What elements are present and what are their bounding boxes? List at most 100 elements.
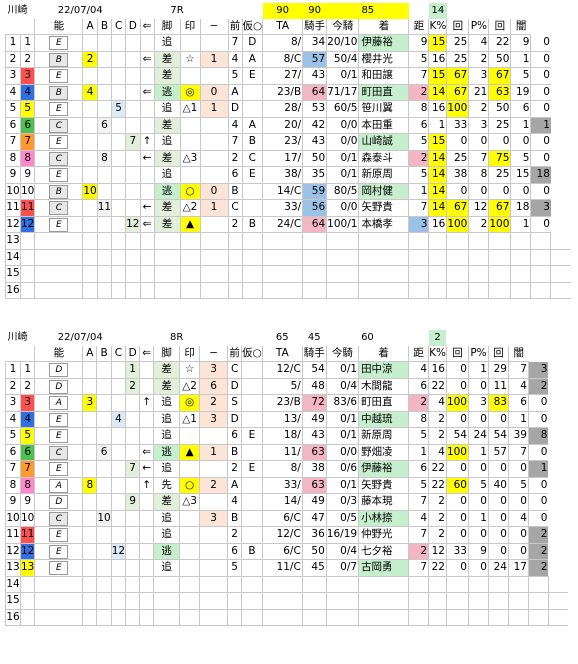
p-count: 15: [510, 166, 531, 184]
p-percent: 83: [487, 394, 509, 412]
rank-cell: E: [34, 526, 83, 544]
ta-value: 35: [302, 166, 327, 184]
col-d: 1: [125, 361, 140, 379]
column-header: B: [96, 345, 112, 362]
mae: E: [241, 166, 263, 184]
p-count: 0: [507, 543, 529, 560]
yami: 0: [527, 477, 549, 494]
jockey-stats: 0/1: [325, 361, 359, 379]
mae: [241, 199, 263, 217]
mark-number: [199, 216, 228, 233]
col-c: [110, 444, 126, 461]
ta-value: 50: [302, 150, 327, 167]
rank-badge: C: [49, 151, 69, 166]
ta-value: 59: [302, 183, 327, 200]
horse-row: 16: [5, 609, 569, 626]
horse-row: 12 12 E 12 ⇐ 差 ▲ 2 B 24/C 64 100/1 本橋孝 3 16 100 2 100 1 0: [5, 216, 571, 233]
row-number: 6: [5, 117, 21, 134]
distance: 2: [428, 526, 447, 544]
jockey-name: 新原周: [358, 427, 409, 445]
horse-row: 13 13 E 追 5 11/C 45 0/7 古岡勇 7 22 0 0 24 17 2: [5, 559, 569, 577]
running-style: 追: [153, 100, 180, 118]
column-header: P%: [467, 345, 489, 362]
jockey-stats: 80/5: [326, 183, 359, 200]
jockey-name: 藤本現: [358, 493, 409, 511]
horse-row: 8 8 A 8 ↑ 先 ○ 2 A 33/63 0/1 矢野貴 5 22 60 5 40 5 0: [5, 477, 569, 494]
col-b: [96, 493, 112, 511]
horse-number: 12: [19, 543, 35, 560]
jockey-name: 中越琉: [358, 411, 409, 428]
finish: 7: [408, 199, 429, 217]
col-a: [82, 100, 98, 118]
horse-row: 4 4 B 4 ⇐ 逃 ◎ 0 A 23/B 64 71/17 町田直 2 14 67 21 63 19 0: [5, 84, 571, 101]
mark: [179, 526, 200, 544]
col-c: [110, 460, 126, 478]
row-number: 12: [5, 543, 21, 560]
distance: 16: [428, 100, 447, 118]
kari-value: 28/: [262, 100, 303, 118]
jockey-name: 矢野貴: [358, 199, 409, 217]
running-style: 逃: [153, 543, 180, 560]
row-number: 11: [5, 199, 21, 217]
mae: [241, 100, 263, 118]
arrow-cell: [139, 510, 154, 527]
column-header: 今騎: [326, 18, 359, 35]
mark-number: 0: [199, 183, 228, 200]
horse-number: 3: [19, 67, 35, 85]
col-c: [111, 150, 126, 167]
col-b: 6: [96, 444, 112, 461]
ta-value: 72: [301, 394, 327, 412]
column-header: 闇: [510, 18, 531, 35]
col-b: [96, 559, 112, 577]
rank-badge: A: [49, 396, 69, 411]
horse-row: 1 1 D 1 差 ☆ 3 C 12/C 54 0/1 田中涼 4 16 0 1 29 7 3: [5, 361, 569, 379]
k-count: 4: [468, 34, 489, 52]
finish: 2: [408, 394, 429, 412]
arrow-cell: ⇐: [139, 444, 154, 461]
rank-badge: C: [49, 201, 69, 216]
race-number: 8R: [169, 332, 184, 344]
ta-value: 43: [302, 67, 327, 85]
jockey-name: 矢野貴: [358, 477, 409, 494]
arrow-cell: ⇐: [139, 216, 154, 233]
waku: 2: [227, 150, 242, 167]
row-number: 7: [5, 460, 21, 478]
horse-number: 11: [19, 526, 35, 544]
finish: 1: [408, 444, 429, 461]
rank-cell: E: [34, 427, 83, 445]
k-count: 1: [467, 510, 489, 527]
mark-number: [199, 460, 228, 478]
p-count: 5: [507, 477, 529, 494]
horse-number: [19, 232, 35, 250]
rank-badge: E: [49, 462, 69, 477]
horse-number: 13: [19, 559, 35, 577]
waku: D: [227, 378, 242, 395]
p-percent: 25: [488, 117, 511, 134]
rank-cell: C: [34, 150, 83, 167]
mark-number: 1: [199, 51, 228, 68]
finish: 4: [408, 361, 429, 379]
mark: [179, 460, 200, 478]
mark: [179, 117, 200, 134]
running-style: 先: [153, 477, 180, 494]
mark-number: [199, 150, 228, 167]
col-d: [125, 411, 140, 428]
col-a: [82, 543, 97, 560]
p-count: 1: [510, 216, 531, 233]
arrow-cell: [139, 559, 154, 577]
k-count: 0: [467, 378, 489, 395]
waku: 7: [227, 133, 242, 151]
finish: 2: [408, 150, 429, 167]
running-style: 差: [153, 216, 180, 233]
col-c: 4: [110, 411, 126, 428]
mark-number: [199, 559, 228, 577]
waku: B: [227, 444, 242, 461]
column-header: C: [111, 18, 126, 35]
col-a: [82, 133, 98, 151]
column-header: 仮○: [241, 345, 263, 362]
mark-number: 3: [199, 510, 228, 527]
k-percent: 67: [446, 67, 469, 85]
p-percent: 50: [488, 100, 511, 118]
k-percent: 0: [445, 510, 469, 527]
horse-number: [19, 576, 35, 593]
